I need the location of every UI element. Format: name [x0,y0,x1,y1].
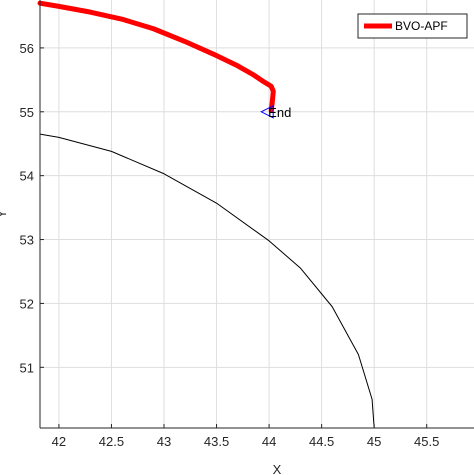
x-tick-label: 45 [367,434,381,449]
x-tick-label: 43 [157,434,171,449]
plot-background [40,0,474,428]
grid [40,0,474,428]
x-tick-label: 44.5 [309,434,334,449]
annotations-layer: End [260,104,291,120]
end-marker-icon [260,104,274,119]
x-tick-label: 42 [52,434,66,449]
series-line-2 [39,133,375,429]
tick-labels: 42 42.5 43 43.5 44 44.5 45 45.5 51 52 53 54 55 56 [20,41,440,449]
x-tick-label: 43.5 [204,434,229,449]
end-annotation: End [268,105,291,120]
x-axis-label: X [273,462,282,475]
y-tick-label: 52 [20,296,34,311]
series-layer [37,0,375,429]
y-tick-label: 53 [20,233,34,248]
legend: BVO-APF [357,13,468,39]
x-tick-label: 45.5 [414,434,439,449]
legend-label-bvo-apf: BVO-APF [395,19,448,33]
x-tick-label: 42.5 [99,434,124,449]
y-tick-label: 55 [20,105,34,120]
y-tick-label: 56 [20,41,34,56]
y-tick-label: 54 [20,169,34,184]
x-tick-label: 44 [262,434,276,449]
axes [39,0,474,429]
series-line-bvo-apf [37,0,276,114]
y-axis-label: Y [0,209,9,218]
y-tick-label: 51 [20,360,34,375]
